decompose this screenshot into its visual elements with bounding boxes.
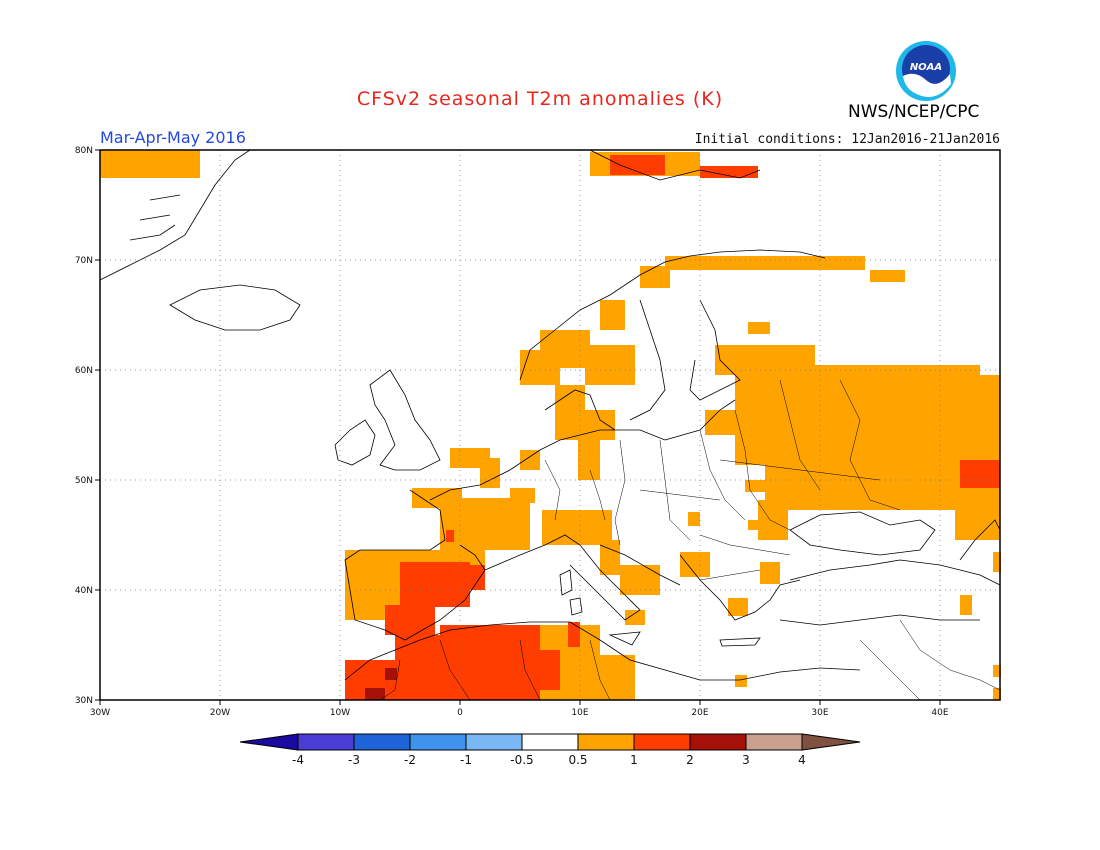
colorbar-tick-label: -1 — [460, 753, 472, 767]
lat-label: 30N — [75, 696, 93, 706]
map-title: CFSv2 seasonal T2m anomalies (K) — [356, 88, 724, 110]
country-borders — [379, 379, 1001, 701]
latitude-labels: 80N 70N 60N 50N 40N 30N — [75, 146, 93, 706]
forecast-period: Mar-Apr-May 2016 — [100, 128, 246, 147]
colorbar-tick-label: 0.5 — [568, 753, 587, 767]
colorbar-tick-label: -3 — [348, 753, 360, 767]
map-frame — [99, 149, 1001, 701]
colorbar-swatch — [409, 733, 467, 751]
colorbar-tick-label: -0.5 — [510, 753, 533, 767]
lon-label: 10W — [330, 708, 350, 718]
lat-label: 40N — [75, 586, 93, 596]
colorbar-swatch — [465, 733, 523, 751]
colorbar-tick-label: 4 — [798, 753, 806, 767]
anomaly-shading-orange — [100, 150, 1001, 700]
initial-conditions: Initial conditions: 12Jan2016-21Jan2016 — [694, 132, 1000, 147]
noaa-logo-icon: NOAA — [896, 41, 956, 101]
lon-label: 30W — [90, 708, 110, 718]
colorbar-tick-label: 1 — [630, 753, 638, 767]
colorbar: -4 -3 -2 -1 -0.5 0.5 1 2 3 4 — [239, 733, 861, 767]
coastlines — [99, 149, 1001, 681]
colorbar-swatch — [633, 733, 691, 751]
longitude-labels: 30W 20W 10W 0 10E 20E 30E 40E — [90, 708, 949, 718]
lat-label: 80N — [75, 146, 93, 156]
colorbar-tick-label: 2 — [686, 753, 694, 767]
colorbar-arrow-low — [239, 733, 299, 751]
colorbar-arrow-high — [801, 733, 861, 751]
colorbar-swatch — [745, 733, 803, 751]
colorbar-tick-label: 3 — [742, 753, 750, 767]
lon-label: 20E — [691, 708, 708, 718]
lon-label: 20W — [210, 708, 230, 718]
agency-label: NWS/NCEP/CPC — [848, 102, 980, 122]
colorbar-swatch — [353, 733, 411, 751]
lon-label: 0 — [457, 708, 463, 718]
lat-label: 50N — [75, 476, 93, 486]
colorbar-swatch — [689, 733, 747, 751]
noaa-logo-text: NOAA — [910, 62, 942, 73]
colorbar-swatch — [521, 733, 579, 751]
lon-label: 40E — [931, 708, 948, 718]
graticule — [100, 150, 1000, 700]
colorbar-swatch — [297, 733, 355, 751]
lon-label: 10E — [571, 708, 588, 718]
lat-label: 60N — [75, 366, 93, 376]
colorbar-swatch — [577, 733, 635, 751]
lon-label: 30E — [811, 708, 828, 718]
colorbar-tick-label: -2 — [404, 753, 416, 767]
anomaly-shading-darkred — [365, 668, 397, 700]
colorbar-tick-label: -4 — [292, 753, 304, 767]
lat-label: 70N — [75, 256, 93, 266]
